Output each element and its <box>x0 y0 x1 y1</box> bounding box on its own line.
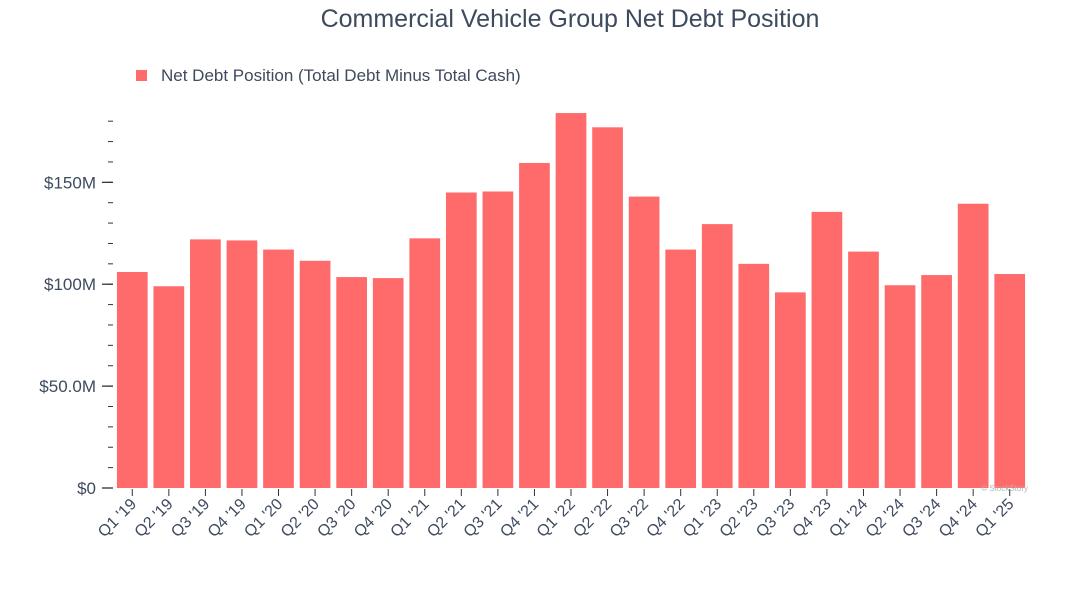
bar[interactable] <box>299 260 331 488</box>
bar[interactable] <box>921 275 952 488</box>
legend[interactable]: Net Debt Position (Total Debt Minus Tota… <box>136 66 521 85</box>
x-tick-label: Q2 '22 <box>570 496 615 541</box>
x-tick-label: Q2 '19 <box>132 496 177 541</box>
x-tick-label: Q2 '21 <box>424 496 469 541</box>
x-tick-label: Q3 '23 <box>753 496 798 541</box>
x-tick-label: Q1 '21 <box>388 496 433 541</box>
x-tick-label: Q4 '22 <box>644 496 689 541</box>
x-tick-label: Q1 '24 <box>826 496 871 541</box>
x-tick-label: Q3 '19 <box>168 496 213 541</box>
y-tick-label: $100M <box>44 275 96 294</box>
bar[interactable] <box>519 162 550 489</box>
legend-label: Net Debt Position (Total Debt Minus Tota… <box>161 66 521 85</box>
bar[interactable] <box>701 224 733 488</box>
chart-title: Commercial Vehicle Group Net Debt Positi… <box>321 5 820 33</box>
bar[interactable] <box>811 211 843 488</box>
bar[interactable] <box>884 285 916 488</box>
bar[interactable] <box>190 239 221 488</box>
x-tick-label: Q1 '22 <box>534 496 579 541</box>
bar[interactable] <box>592 127 623 488</box>
x-tick-label: Q4 '20 <box>351 496 396 541</box>
bar[interactable] <box>775 292 806 488</box>
legend-swatch <box>136 70 147 81</box>
x-tick-label: Q4 '24 <box>936 496 981 541</box>
bar[interactable] <box>555 113 587 488</box>
bar[interactable] <box>665 249 697 488</box>
x-tick-label: Q4 '19 <box>205 496 250 541</box>
bar[interactable] <box>153 286 185 488</box>
x-tick-label: Q3 '22 <box>607 496 652 541</box>
x-tick-label: Q2 '23 <box>717 496 762 541</box>
bar[interactable] <box>738 263 770 488</box>
x-tick-label: Q3 '21 <box>461 496 506 541</box>
x-tick-label: Q2 '20 <box>278 496 323 541</box>
y-tick-label: $0 <box>77 479 96 498</box>
bar[interactable] <box>848 251 879 488</box>
x-tick-label: Q4 '21 <box>497 496 542 541</box>
x-tick-label: Q1 '20 <box>241 496 286 541</box>
x-tick-label: Q3 '24 <box>899 496 944 541</box>
y-axis: $0 $50.0M $100M $150M <box>39 120 113 498</box>
bar[interactable] <box>226 240 258 488</box>
watermark: © StockStory <box>981 484 1028 493</box>
bar[interactable] <box>994 274 1026 488</box>
bar[interactable] <box>957 203 989 488</box>
x-tick-label: Q1 '23 <box>680 496 725 541</box>
bar[interactable] <box>336 277 367 488</box>
bar[interactable] <box>482 191 514 488</box>
bar[interactable] <box>372 278 404 488</box>
bars <box>116 113 1026 489</box>
bar[interactable] <box>445 192 477 488</box>
bar[interactable] <box>116 271 148 488</box>
x-tick-label: Q1 '25 <box>973 496 1018 541</box>
y-tick-label: $50.0M <box>39 377 96 396</box>
bar[interactable] <box>628 196 660 489</box>
x-tick-label: Q3 '20 <box>314 496 359 541</box>
bar[interactable] <box>409 238 441 488</box>
y-tick-label: $150M <box>44 173 96 192</box>
x-tick-label: Q1 '19 <box>95 496 140 541</box>
x-tick-label: Q4 '23 <box>790 496 835 541</box>
bar[interactable] <box>263 249 294 488</box>
x-tick-label: Q2 '24 <box>863 496 908 541</box>
